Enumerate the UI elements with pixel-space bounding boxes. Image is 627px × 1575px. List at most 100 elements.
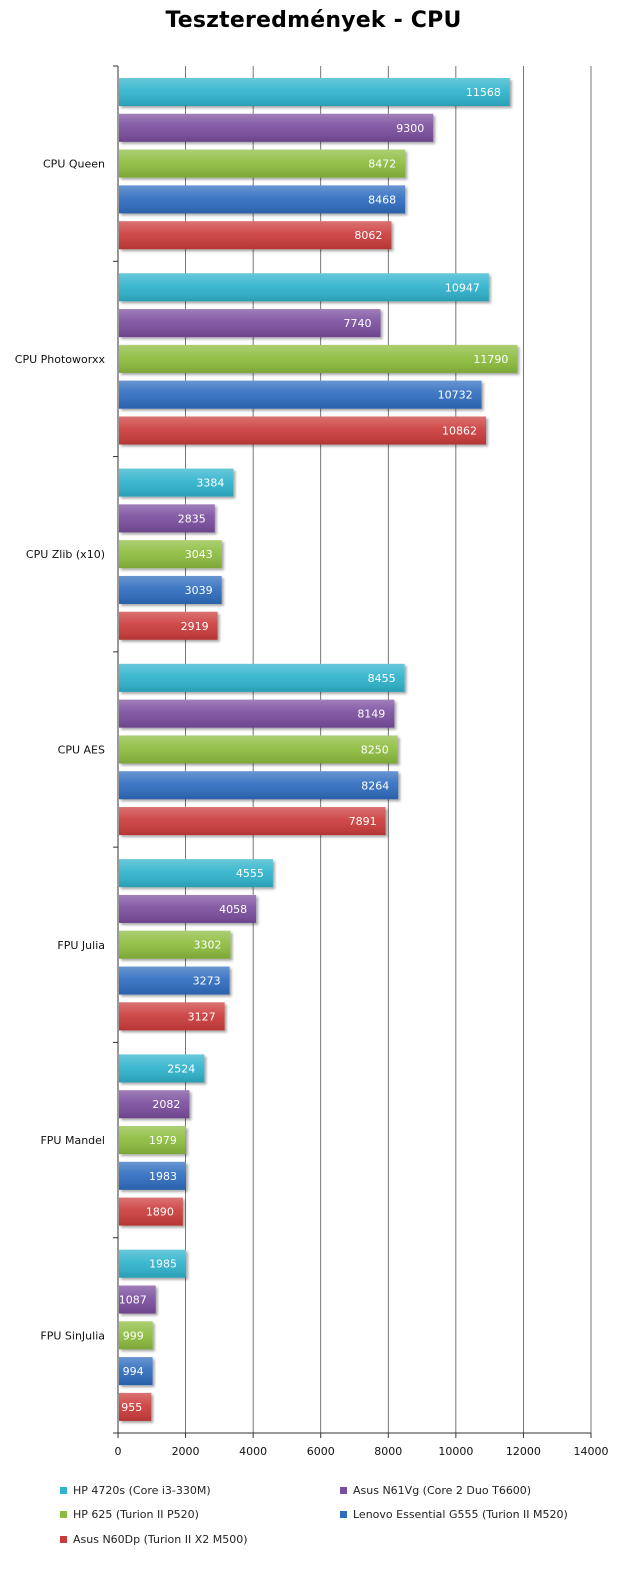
category-label: FPU Julia xyxy=(57,939,105,952)
bar-highlight xyxy=(119,1090,190,1119)
x-tick-label: 8000 xyxy=(374,1445,402,1458)
data-label: 955 xyxy=(121,1401,142,1414)
bar-highlight xyxy=(119,966,230,995)
data-label: 10862 xyxy=(442,424,477,437)
bar-highlight xyxy=(119,807,386,836)
bar-highlight xyxy=(119,1285,156,1314)
x-tick-label: 14000 xyxy=(574,1445,609,1458)
data-label: 8062 xyxy=(354,229,382,242)
bar-highlight xyxy=(119,771,399,800)
bar-highlight xyxy=(119,1392,152,1421)
chart-title: Teszteredmények - CPU xyxy=(165,8,462,33)
bar-highlight xyxy=(119,416,486,445)
legend-swatch xyxy=(60,1510,67,1518)
bar-highlight xyxy=(119,699,395,728)
bar-highlight xyxy=(119,468,234,497)
data-label: 8472 xyxy=(368,158,396,171)
category-label: CPU Photoworxx xyxy=(15,353,106,366)
data-label: 2835 xyxy=(178,512,206,525)
data-label: 1087 xyxy=(119,1294,147,1307)
data-label: 11790 xyxy=(473,353,508,366)
bar-highlight xyxy=(119,1249,187,1278)
x-tick-label: 6000 xyxy=(307,1445,335,1458)
bar-highlight xyxy=(119,309,381,338)
data-label: 1983 xyxy=(149,1170,177,1183)
data-label: 3302 xyxy=(194,939,222,952)
data-label: 7891 xyxy=(349,815,377,828)
x-tick-label: 10000 xyxy=(438,1445,473,1458)
data-label: 10732 xyxy=(438,389,473,402)
data-label: 3273 xyxy=(193,975,221,988)
x-tick-label: 12000 xyxy=(506,1445,541,1458)
bar-highlight xyxy=(119,344,518,373)
bar-highlight xyxy=(119,1126,186,1155)
data-label: 8264 xyxy=(361,779,389,792)
data-label: 1985 xyxy=(149,1258,177,1271)
category-label: CPU Zlib (x10) xyxy=(26,548,105,561)
bars: 11568 9300 8472 8468 8062 10947 7740 11790 10732… xyxy=(119,78,518,1421)
data-label: 4058 xyxy=(219,903,247,916)
legend-label: Lenovo Essential G555 (Turion II M520) xyxy=(353,1507,568,1521)
data-label: 9300 xyxy=(396,122,424,135)
bar-highlight xyxy=(119,221,392,250)
data-label: 3039 xyxy=(185,584,213,597)
data-label: 1890 xyxy=(146,1206,174,1219)
legend-label: Asus N60Dp (Turion II X2 M500) xyxy=(73,1532,248,1546)
legend-swatch xyxy=(340,1510,347,1518)
data-label: 7740 xyxy=(344,317,372,330)
bar-highlight xyxy=(119,540,222,569)
legend-item: HP 4720s (Core i3-330M) xyxy=(60,1482,211,1498)
bar-highlight xyxy=(119,894,257,923)
data-label: 994 xyxy=(123,1365,144,1378)
data-label: 3127 xyxy=(188,1010,216,1023)
data-label: 11568 xyxy=(466,86,501,99)
bar-highlight xyxy=(119,273,489,302)
category-label: CPU Queen xyxy=(43,158,105,171)
x-tick-label: 0 xyxy=(115,1445,122,1458)
data-label: 8455 xyxy=(368,672,396,685)
bar-highlight xyxy=(119,930,231,959)
x-tick-label: 2000 xyxy=(172,1445,200,1458)
legend-swatch xyxy=(340,1486,347,1494)
bar-highlight xyxy=(119,380,482,409)
bar-highlight xyxy=(119,1002,225,1031)
data-label: 2524 xyxy=(167,1062,195,1075)
bar-highlight xyxy=(119,663,405,692)
category-label: FPU Mandel xyxy=(40,1134,105,1147)
legend-swatch xyxy=(60,1535,67,1543)
data-label: 3043 xyxy=(185,548,213,561)
legend-swatch xyxy=(60,1486,67,1494)
legend-item: Asus N61Vg (Core 2 Duo T6600) xyxy=(340,1482,531,1498)
data-label: 999 xyxy=(123,1329,144,1342)
bar-highlight xyxy=(119,1161,186,1190)
bar-highlight xyxy=(119,1054,205,1083)
data-label: 2919 xyxy=(181,620,209,633)
axes: 0 2000 4000 6000 8000 10000 12000 14000 CPU Quee… xyxy=(15,65,609,1458)
legend-label: Asus N61Vg (Core 2 Duo T6600) xyxy=(353,1483,532,1497)
legend-item: Asus N60Dp (Turion II X2 M500) xyxy=(60,1531,248,1547)
bar-highlight xyxy=(119,575,222,604)
category-label: CPU AES xyxy=(58,744,105,757)
bar-highlight xyxy=(119,185,406,214)
data-label: 10947 xyxy=(445,281,480,294)
data-label: 4555 xyxy=(236,867,264,880)
legend-label: HP 625 (Turion II P520) xyxy=(73,1507,199,1521)
bar-highlight xyxy=(119,735,398,764)
bar-highlight xyxy=(119,1357,153,1386)
bar-highlight xyxy=(119,1197,183,1226)
legend-item: Lenovo Essential G555 (Turion II M520) xyxy=(340,1506,568,1522)
data-label: 8468 xyxy=(368,193,396,206)
bar-highlight xyxy=(119,611,218,640)
x-tick-label: 4000 xyxy=(239,1445,267,1458)
data-label: 3384 xyxy=(196,477,224,490)
bar-highlight xyxy=(119,504,215,533)
data-label: 1979 xyxy=(149,1134,177,1147)
bar-highlight xyxy=(119,78,510,106)
data-label: 8250 xyxy=(361,743,389,756)
bar-highlight xyxy=(119,1321,153,1350)
legend-item: HP 625 (Turion II P520) xyxy=(60,1506,199,1522)
data-label: 8149 xyxy=(357,708,385,721)
legend-label: HP 4720s (Core i3-330M) xyxy=(73,1483,211,1497)
bar-highlight xyxy=(119,113,434,142)
